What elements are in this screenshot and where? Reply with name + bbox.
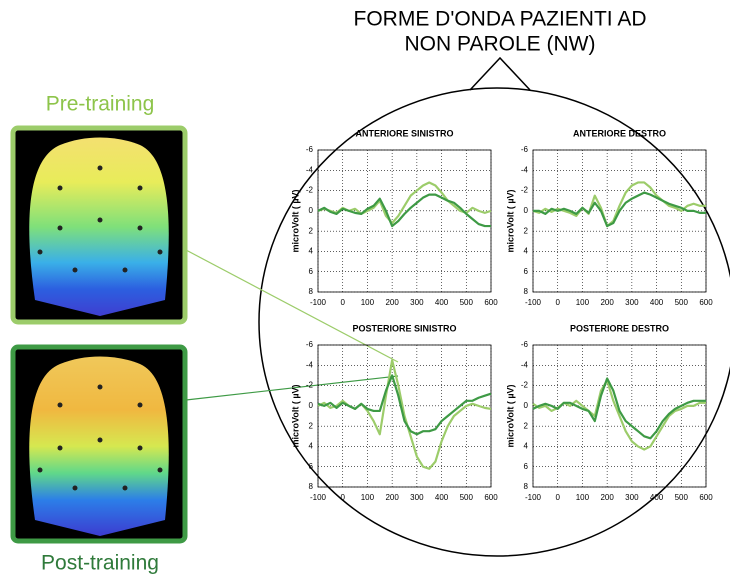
y-tick-label: 2 [524, 421, 529, 430]
x-tick-label: 600 [699, 493, 713, 502]
y-tick-label: 2 [309, 226, 314, 235]
x-tick-label: 500 [460, 493, 474, 502]
y-tick-label: -4 [306, 165, 314, 174]
figure-title: NON PAROLE (NW) [405, 33, 596, 56]
x-tick-label: 400 [650, 493, 664, 502]
y-axis-label: microVolt ( µV) [505, 189, 515, 252]
y-tick-label: -6 [306, 340, 314, 349]
x-tick-label: 0 [555, 298, 560, 307]
x-tick-label: 200 [385, 493, 399, 502]
y-axis-label: microVolt ( µV) [505, 384, 515, 447]
x-tick-label: 300 [410, 298, 424, 307]
y-tick-label: -2 [306, 186, 314, 195]
y-tick-label: 4 [524, 247, 529, 256]
pre-map [29, 138, 169, 317]
y-tick-label: -4 [306, 360, 314, 369]
x-tick-label: 200 [600, 493, 614, 502]
y-tick-label: -2 [306, 381, 314, 390]
post-label: Post-training [41, 552, 159, 575]
x-tick-label: 500 [675, 493, 689, 502]
pre-label: Pre-training [46, 93, 155, 116]
y-tick-label: 4 [309, 247, 314, 256]
y-tick-label: -4 [521, 165, 529, 174]
y-tick-label: 6 [309, 267, 314, 276]
y-tick-label: 8 [524, 287, 529, 296]
y-axis-label: microVolt ( µV) [290, 384, 300, 447]
head-outline [259, 88, 730, 556]
x-tick-label: -100 [310, 493, 327, 502]
x-tick-label: 300 [410, 493, 424, 502]
y-tick-label: -6 [521, 340, 529, 349]
series-line [318, 360, 491, 469]
x-tick-label: 0 [555, 493, 560, 502]
figure-title: FORME D'ONDA PAZIENTI AD [354, 8, 647, 31]
x-tick-label: 100 [576, 493, 590, 502]
x-tick-label: 600 [484, 298, 498, 307]
y-tick-label: -2 [521, 186, 529, 195]
y-tick-label: 4 [524, 442, 529, 451]
x-tick-label: 500 [460, 298, 474, 307]
x-tick-label: 400 [650, 298, 664, 307]
y-tick-label: 2 [309, 421, 314, 430]
x-tick-label: -100 [310, 298, 327, 307]
x-tick-label: 0 [340, 493, 345, 502]
nose [470, 58, 530, 90]
x-tick-label: 100 [361, 298, 375, 307]
y-tick-label: -6 [306, 145, 314, 154]
series-line [318, 182, 491, 223]
chart-title: POSTERIORE SINISTRO [352, 323, 456, 333]
y-tick-label: -4 [521, 360, 529, 369]
x-tick-label: 600 [699, 298, 713, 307]
x-tick-label: 100 [576, 298, 590, 307]
y-tick-label: 8 [309, 482, 314, 491]
y-tick-label: 6 [309, 462, 314, 471]
x-tick-label: 500 [675, 298, 689, 307]
plot-frame [318, 150, 491, 292]
y-tick-label: 6 [524, 462, 529, 471]
x-tick-label: 200 [385, 298, 399, 307]
x-tick-label: 300 [625, 493, 639, 502]
y-tick-label: 0 [309, 401, 314, 410]
x-tick-label: 400 [435, 493, 449, 502]
y-tick-label: 4 [309, 442, 314, 451]
y-tick-label: -6 [521, 145, 529, 154]
y-tick-label: 2 [524, 226, 529, 235]
y-tick-label: -2 [521, 381, 529, 390]
series-line [533, 182, 706, 226]
series-line [533, 381, 706, 450]
chart-title: POSTERIORE DESTRO [570, 323, 669, 333]
x-tick-label: -100 [525, 298, 542, 307]
y-tick-label: 0 [524, 206, 529, 215]
y-axis-label: microVolt ( µV) [290, 189, 300, 252]
x-tick-label: 100 [361, 493, 375, 502]
x-tick-label: 400 [435, 298, 449, 307]
x-tick-label: -100 [525, 493, 542, 502]
y-tick-label: 8 [524, 482, 529, 491]
x-tick-label: 300 [625, 298, 639, 307]
series-line [318, 195, 491, 226]
series-line [318, 375, 491, 434]
chart-title: ANTERIORE DESTRO [573, 128, 666, 138]
y-tick-label: 0 [524, 401, 529, 410]
x-tick-label: 0 [340, 298, 345, 307]
x-tick-label: 200 [600, 298, 614, 307]
x-tick-label: 600 [484, 493, 498, 502]
post-map [29, 357, 169, 537]
chart-title: ANTERIORE SINISTRO [355, 128, 453, 138]
y-tick-label: 0 [309, 206, 314, 215]
y-tick-label: 6 [524, 267, 529, 276]
y-tick-label: 8 [309, 287, 314, 296]
figure: FORME D'ONDA PAZIENTI AD NON PAROLE (NW)… [0, 0, 730, 576]
